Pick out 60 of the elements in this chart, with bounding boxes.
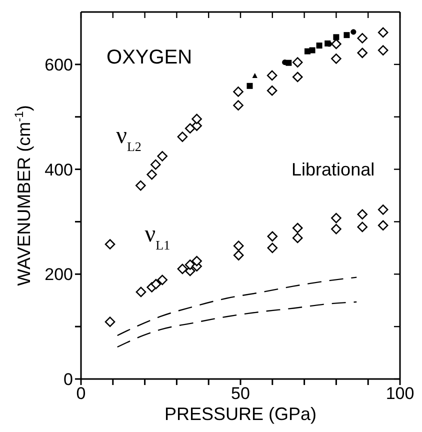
- point: [357, 33, 368, 44]
- point: [316, 42, 322, 49]
- point: [378, 27, 388, 38]
- point: [292, 72, 303, 82]
- point: [331, 38, 342, 50]
- point: [177, 132, 188, 142]
- point: [246, 82, 253, 89]
- point: [136, 286, 146, 298]
- point: [292, 57, 303, 68]
- annotation: ν$_{L1}$: [144, 222, 170, 252]
- point: [233, 86, 244, 97]
- point: [267, 242, 278, 254]
- y-tick-label: 200: [44, 265, 73, 284]
- point: [267, 231, 278, 242]
- point: [357, 209, 368, 220]
- point: [331, 212, 342, 224]
- point: [177, 264, 188, 274]
- x-tick-label: 0: [76, 384, 86, 404]
- x-tick-label: 50: [231, 384, 250, 404]
- point: [378, 220, 388, 231]
- point: [157, 151, 168, 162]
- point: [233, 100, 244, 110]
- x-axis-title: PRESSURE (GPa): [164, 404, 317, 424]
- point: [357, 222, 368, 232]
- point: [266, 70, 278, 81]
- point: [104, 316, 116, 328]
- line-series: [116, 301, 358, 348]
- point: [233, 250, 244, 260]
- point: [150, 159, 161, 170]
- point: [350, 29, 356, 35]
- point: [150, 278, 162, 290]
- point: [184, 260, 196, 270]
- point: [378, 45, 388, 56]
- point: [192, 114, 202, 124]
- annotation: Librational: [292, 159, 375, 180]
- point: [292, 222, 303, 234]
- line-series: [116, 276, 358, 336]
- point: [266, 85, 278, 96]
- point: [309, 47, 316, 54]
- point: [233, 240, 244, 251]
- point: [344, 32, 350, 38]
- x-tick-label: 100: [386, 384, 414, 404]
- point: [146, 169, 157, 180]
- y-tick-label: 400: [44, 160, 73, 180]
- point: [331, 224, 342, 234]
- point: [331, 54, 342, 64]
- point: [157, 274, 168, 286]
- point: [378, 204, 388, 215]
- point: [252, 72, 258, 78]
- point: [192, 256, 202, 266]
- y-tick-label: 600: [44, 55, 73, 74]
- point: [357, 48, 368, 58]
- point: [333, 34, 340, 40]
- annotation: ν$_{L2}$: [116, 123, 142, 154]
- y-tick-label: 0: [64, 370, 73, 390]
- text: OXYGEN: [106, 46, 192, 68]
- point: [292, 232, 303, 244]
- point: [136, 180, 146, 191]
- point: [184, 123, 196, 134]
- point: [104, 239, 116, 250]
